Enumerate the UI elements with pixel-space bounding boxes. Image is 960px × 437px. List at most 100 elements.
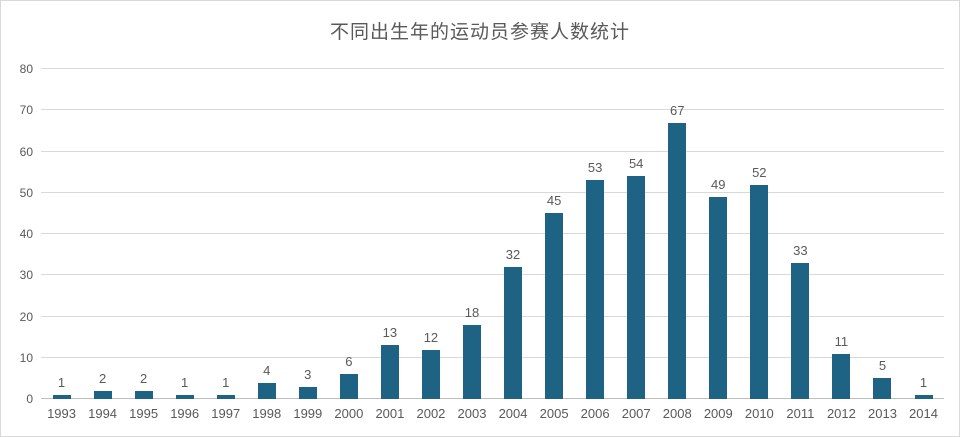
bar-value-label: 2 bbox=[139, 370, 148, 386]
x-tick-label: 2003 bbox=[457, 406, 487, 421]
y-tick-label: 30 bbox=[19, 268, 33, 283]
bar-cell-1996: 1 bbox=[164, 69, 205, 399]
bar-value-label: 11 bbox=[834, 333, 849, 349]
bar-value-label: 54 bbox=[628, 156, 644, 172]
bar-value-label: 33 bbox=[793, 242, 808, 258]
bar-1994 bbox=[93, 390, 112, 399]
x-axis-line bbox=[41, 398, 944, 399]
bar-value-label: 1 bbox=[919, 374, 928, 390]
bar-cell-2002: 12 bbox=[410, 69, 451, 399]
x-tick-label: 2011 bbox=[786, 406, 815, 421]
bar-1995 bbox=[134, 390, 153, 399]
bar-2001 bbox=[380, 345, 399, 399]
bar-2003 bbox=[462, 324, 481, 399]
x-tick-label: 2009 bbox=[703, 406, 733, 421]
bar-value-label: 53 bbox=[587, 160, 603, 176]
gridline bbox=[41, 274, 944, 276]
bar-value-label: 49 bbox=[711, 176, 726, 192]
bar-value-label: 1 bbox=[222, 374, 230, 390]
bar-value-label: 13 bbox=[382, 325, 398, 341]
gridline bbox=[41, 356, 944, 358]
bar-value-label: 67 bbox=[669, 102, 685, 118]
bar-2009 bbox=[709, 196, 728, 399]
bar-cell-2005: 45 bbox=[534, 69, 575, 399]
y-tick-label: 10 bbox=[19, 350, 33, 365]
y-tick-label: 40 bbox=[19, 227, 33, 241]
plot-area: 1 2 2 1 1 4 3 6 13 12 18 32 45 53 54 67 49 52 33 11 5 1 bbox=[41, 68, 944, 399]
bar-2013 bbox=[873, 378, 892, 399]
bar-cell-2011: 33 bbox=[780, 69, 821, 399]
bar-cell-2007: 54 bbox=[616, 69, 657, 399]
gridline bbox=[41, 68, 944, 69]
bar-value-label: 1 bbox=[57, 374, 66, 390]
gridline bbox=[41, 233, 944, 234]
bar-1998 bbox=[257, 382, 276, 399]
x-tick-label: 1999 bbox=[293, 406, 323, 421]
gridline bbox=[41, 315, 944, 317]
bar-cell-2000: 6 bbox=[328, 69, 369, 399]
x-tick-label: 2014 bbox=[909, 406, 938, 421]
bar-cell-2004: 32 bbox=[493, 69, 534, 399]
bar-2014 bbox=[914, 394, 933, 399]
bar-cell-1993: 1 bbox=[41, 69, 82, 399]
x-tick-label: 2001 bbox=[375, 406, 405, 421]
x-tick-label: 2008 bbox=[662, 406, 692, 421]
bar-value-label: 52 bbox=[752, 164, 767, 180]
bar-value-label: 5 bbox=[878, 358, 887, 374]
x-tick-label: 1993 bbox=[47, 406, 76, 421]
bar-cell-2012: 11 bbox=[821, 69, 862, 399]
bar-2000 bbox=[339, 374, 358, 399]
bar-value-label: 12 bbox=[423, 329, 439, 345]
bar-value-label: 6 bbox=[345, 354, 353, 370]
bar-cell-2013: 5 bbox=[862, 69, 903, 399]
x-tick-label: 1995 bbox=[129, 406, 159, 421]
x-tick-label: 1998 bbox=[252, 406, 282, 421]
bar-cell-2009: 49 bbox=[698, 69, 739, 399]
x-tick-label: 1997 bbox=[211, 406, 241, 421]
bar-cell-2014: 1 bbox=[903, 69, 944, 399]
x-tick-label: 2004 bbox=[498, 406, 528, 421]
bar-value-label: 3 bbox=[304, 366, 312, 382]
chart-title: 不同出生年的运动员参赛人数统计 bbox=[329, 22, 630, 43]
bar-2004 bbox=[504, 267, 523, 399]
bar-value-label: 32 bbox=[505, 247, 521, 262]
bar-value-label: 1 bbox=[181, 374, 189, 390]
x-tick-label: 2007 bbox=[621, 406, 651, 421]
bar-1997 bbox=[216, 394, 235, 399]
bar-2011 bbox=[791, 262, 810, 399]
bar-1993 bbox=[52, 394, 71, 399]
x-tick-label: 2010 bbox=[744, 406, 774, 421]
bar-cell-2008: 67 bbox=[657, 69, 698, 399]
x-tick-label: 1996 bbox=[170, 406, 200, 421]
bar-value-label: 18 bbox=[464, 304, 480, 320]
bar-2005 bbox=[545, 213, 564, 399]
y-tick-label: 70 bbox=[19, 103, 33, 118]
bar-1999 bbox=[298, 386, 317, 399]
x-tick-label: 2005 bbox=[539, 406, 569, 421]
x-tick-label: 2013 bbox=[868, 406, 897, 421]
y-tick-label: 80 bbox=[19, 62, 33, 76]
bar-cell-2003: 18 bbox=[451, 69, 492, 399]
y-tick-label: 50 bbox=[19, 185, 33, 200]
bar-cell-1995: 2 bbox=[123, 69, 164, 399]
bar-cell-1998: 4 bbox=[246, 69, 287, 399]
bar-2012 bbox=[832, 353, 851, 399]
bars-row: 1 2 2 1 1 4 3 6 13 12 18 32 45 53 54 67 49 52 33 11 5 1 bbox=[41, 69, 944, 399]
bar-cell-2010: 52 bbox=[739, 69, 780, 399]
bar-2006 bbox=[586, 180, 605, 399]
x-tick-label: 2000 bbox=[334, 406, 364, 421]
bar-cell-2001: 13 bbox=[369, 69, 410, 399]
bar-value-label: 45 bbox=[546, 193, 562, 209]
bar-cell-1997: 1 bbox=[205, 69, 246, 399]
x-axis: 1993 1994 1995 1996 1997 1998 1999 2000 2001 2002… bbox=[41, 406, 944, 421]
y-tick-label: 0 bbox=[26, 392, 33, 406]
y-tick-label: 60 bbox=[19, 144, 33, 159]
bar-cell-1994: 2 bbox=[82, 69, 123, 399]
bar-2010 bbox=[750, 184, 769, 399]
bar-1996 bbox=[175, 394, 194, 399]
bar-2002 bbox=[421, 349, 440, 399]
bar-cell-2006: 53 bbox=[575, 69, 616, 399]
y-tick-label: 20 bbox=[19, 309, 33, 324]
gridline bbox=[41, 109, 944, 111]
